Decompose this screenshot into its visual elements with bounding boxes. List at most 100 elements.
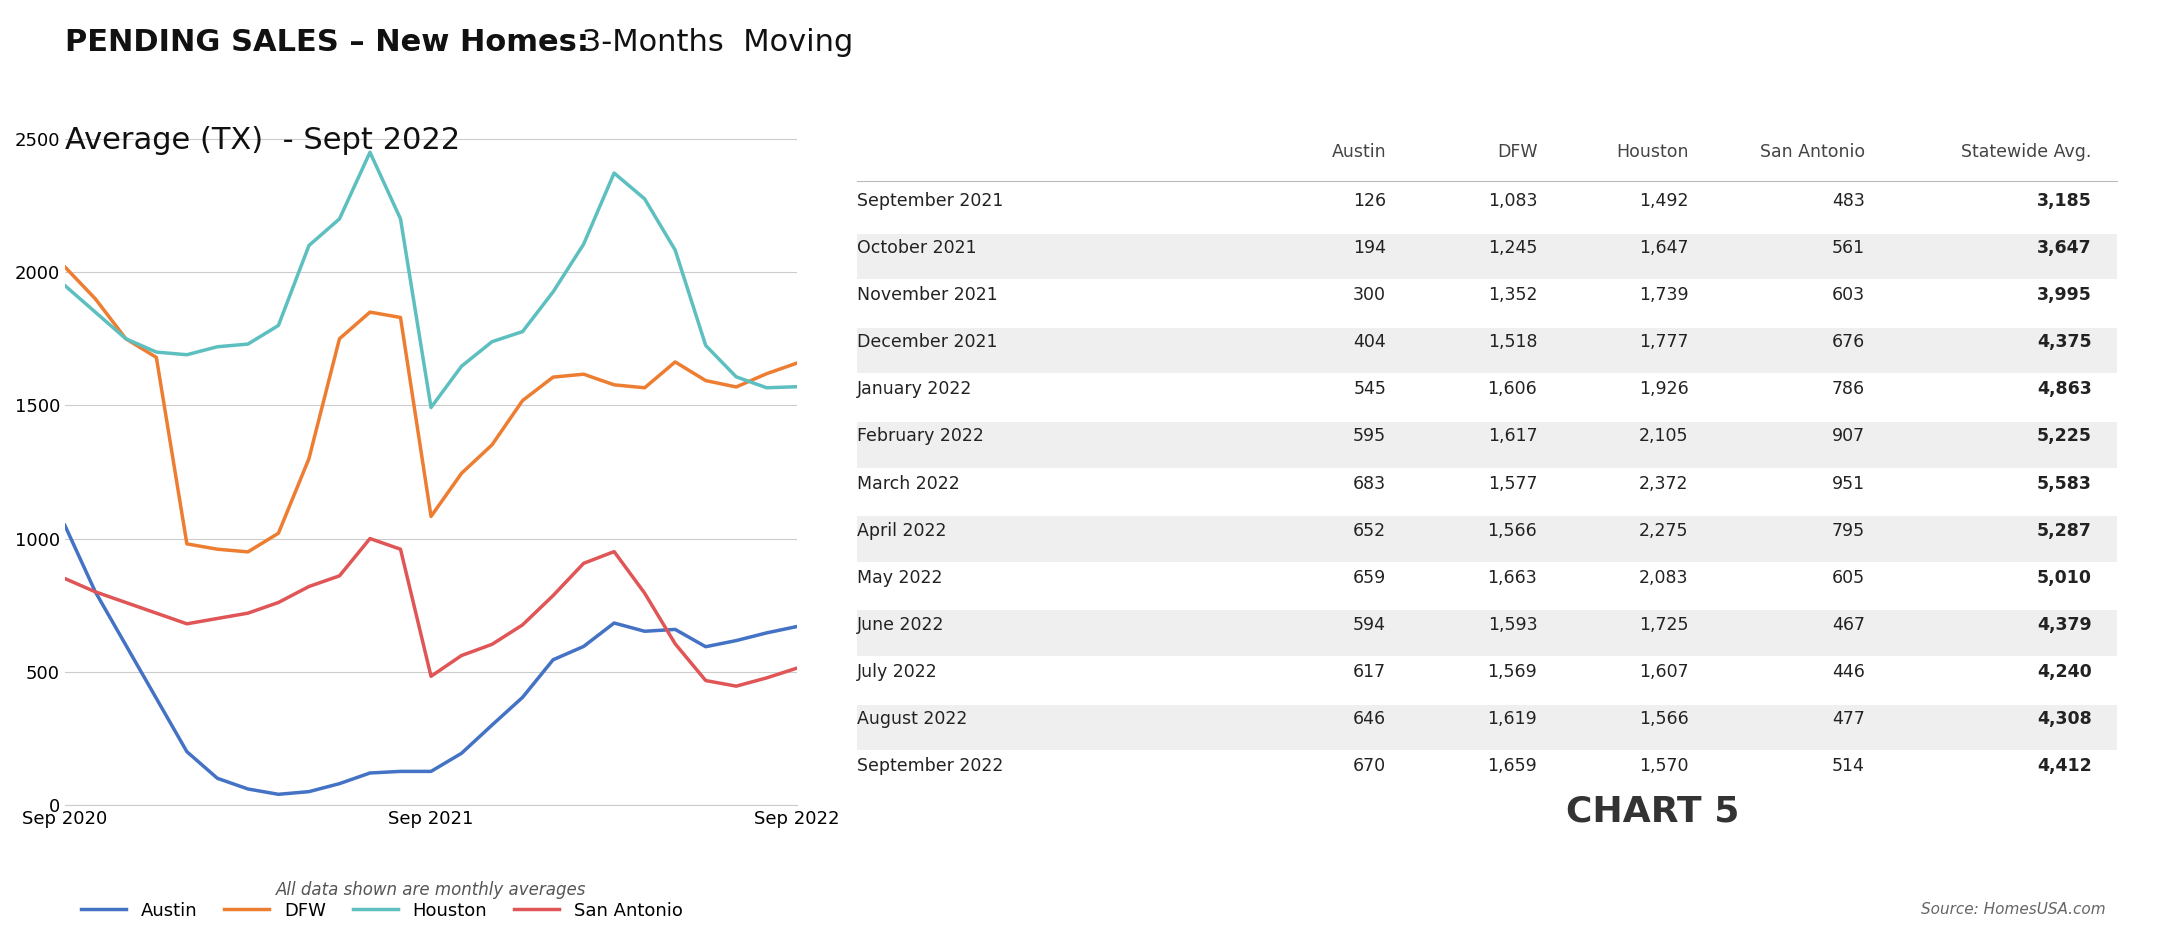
Text: 1,607: 1,607 <box>1639 663 1689 681</box>
Text: 5,583: 5,583 <box>2037 475 2091 492</box>
Text: 300: 300 <box>1352 286 1387 304</box>
Text: September 2022: September 2022 <box>858 757 1004 775</box>
Text: 1,492: 1,492 <box>1639 192 1689 210</box>
Text: 194: 194 <box>1352 239 1387 257</box>
Text: 1,725: 1,725 <box>1639 616 1689 634</box>
FancyBboxPatch shape <box>858 374 2117 420</box>
Text: 1,617: 1,617 <box>1488 428 1538 446</box>
Text: DFW: DFW <box>1497 143 1538 162</box>
Text: 646: 646 <box>1352 710 1387 728</box>
Text: 594: 594 <box>1352 616 1387 634</box>
Text: 4,863: 4,863 <box>2037 380 2091 399</box>
Text: 2,105: 2,105 <box>1639 428 1689 446</box>
Text: 1,593: 1,593 <box>1488 616 1538 634</box>
Text: January 2022: January 2022 <box>858 380 972 399</box>
Text: Statewide Avg.: Statewide Avg. <box>1961 143 2091 162</box>
Text: March 2022: March 2022 <box>858 475 959 492</box>
Text: 603: 603 <box>1832 286 1864 304</box>
FancyBboxPatch shape <box>858 516 2117 562</box>
FancyBboxPatch shape <box>858 610 2117 656</box>
Text: 786: 786 <box>1832 380 1864 399</box>
Text: 1,570: 1,570 <box>1639 757 1689 775</box>
Text: 676: 676 <box>1832 333 1864 351</box>
Text: 1,663: 1,663 <box>1488 569 1538 587</box>
Text: 404: 404 <box>1354 333 1387 351</box>
Text: 659: 659 <box>1352 569 1387 587</box>
Text: 4,308: 4,308 <box>2037 710 2091 728</box>
Text: 605: 605 <box>1832 569 1864 587</box>
Text: 3,995: 3,995 <box>2037 286 2091 304</box>
Text: December 2021: December 2021 <box>858 333 998 351</box>
Text: 5,287: 5,287 <box>2037 521 2091 540</box>
Text: 545: 545 <box>1354 380 1387 399</box>
Text: 126: 126 <box>1352 192 1387 210</box>
Text: 477: 477 <box>1832 710 1864 728</box>
FancyBboxPatch shape <box>858 328 2117 373</box>
Text: May 2022: May 2022 <box>858 569 942 587</box>
Text: 446: 446 <box>1832 663 1864 681</box>
Text: 561: 561 <box>1832 239 1864 257</box>
Text: 1,083: 1,083 <box>1488 192 1538 210</box>
Text: October 2021: October 2021 <box>858 239 976 257</box>
FancyBboxPatch shape <box>858 657 2117 703</box>
Text: 1,619: 1,619 <box>1488 710 1538 728</box>
FancyBboxPatch shape <box>858 422 2117 468</box>
Legend: Austin, DFW, Houston, San Antonio: Austin, DFW, Houston, San Antonio <box>73 895 689 927</box>
Text: All data shown are monthly averages: All data shown are monthly averages <box>276 881 585 899</box>
Text: 1,926: 1,926 <box>1639 380 1689 399</box>
Text: 4,412: 4,412 <box>2037 757 2091 775</box>
Text: 514: 514 <box>1832 757 1864 775</box>
Text: Average (TX)  - Sept 2022: Average (TX) - Sept 2022 <box>65 126 460 155</box>
Text: 795: 795 <box>1832 521 1864 540</box>
FancyBboxPatch shape <box>858 705 2117 751</box>
Text: 3,185: 3,185 <box>2037 192 2091 210</box>
Text: 1,569: 1,569 <box>1488 663 1538 681</box>
FancyBboxPatch shape <box>858 234 2117 279</box>
Text: 907: 907 <box>1832 428 1864 446</box>
Text: August 2022: August 2022 <box>858 710 968 728</box>
Text: 1,606: 1,606 <box>1488 380 1538 399</box>
Text: 1,577: 1,577 <box>1488 475 1538 492</box>
Text: 2,083: 2,083 <box>1639 569 1689 587</box>
Text: 1,566: 1,566 <box>1488 521 1538 540</box>
Text: San Antonio: San Antonio <box>1760 143 1864 162</box>
Text: CHART 5: CHART 5 <box>1566 795 1739 828</box>
FancyBboxPatch shape <box>858 469 2117 515</box>
Text: Source: HomesUSA.com: Source: HomesUSA.com <box>1922 902 2106 917</box>
Text: PENDING SALES – New Homes:: PENDING SALES – New Homes: <box>65 28 590 57</box>
Text: 2,372: 2,372 <box>1639 475 1689 492</box>
Text: 467: 467 <box>1832 616 1864 634</box>
Text: Austin: Austin <box>1331 143 1387 162</box>
Text: 595: 595 <box>1352 428 1387 446</box>
FancyBboxPatch shape <box>858 563 2117 609</box>
Text: 617: 617 <box>1352 663 1387 681</box>
Text: 5,225: 5,225 <box>2037 428 2091 446</box>
Text: 652: 652 <box>1352 521 1387 540</box>
Text: 1,739: 1,739 <box>1639 286 1689 304</box>
Text: 4,375: 4,375 <box>2037 333 2091 351</box>
Text: November 2021: November 2021 <box>858 286 998 304</box>
Text: 483: 483 <box>1832 192 1864 210</box>
Text: June 2022: June 2022 <box>858 616 944 634</box>
Text: 1,566: 1,566 <box>1639 710 1689 728</box>
Text: 2,275: 2,275 <box>1639 521 1689 540</box>
Text: 951: 951 <box>1832 475 1864 492</box>
FancyBboxPatch shape <box>858 186 2117 232</box>
FancyBboxPatch shape <box>858 752 2117 797</box>
Text: February 2022: February 2022 <box>858 428 985 446</box>
Text: 1,352: 1,352 <box>1488 286 1538 304</box>
Text: 1,777: 1,777 <box>1639 333 1689 351</box>
FancyBboxPatch shape <box>858 281 2117 327</box>
Text: 683: 683 <box>1352 475 1387 492</box>
Text: 670: 670 <box>1352 757 1387 775</box>
Text: July 2022: July 2022 <box>858 663 937 681</box>
Text: Houston: Houston <box>1616 143 1689 162</box>
Text: 1,647: 1,647 <box>1639 239 1689 257</box>
Text: April 2022: April 2022 <box>858 521 946 540</box>
Text: 1,518: 1,518 <box>1488 333 1538 351</box>
Text: 4,240: 4,240 <box>2037 663 2091 681</box>
Text: 4,379: 4,379 <box>2037 616 2091 634</box>
Text: 3,647: 3,647 <box>2037 239 2091 257</box>
Text: 3-Months  Moving: 3-Months Moving <box>572 28 853 57</box>
Text: 1,659: 1,659 <box>1488 757 1538 775</box>
